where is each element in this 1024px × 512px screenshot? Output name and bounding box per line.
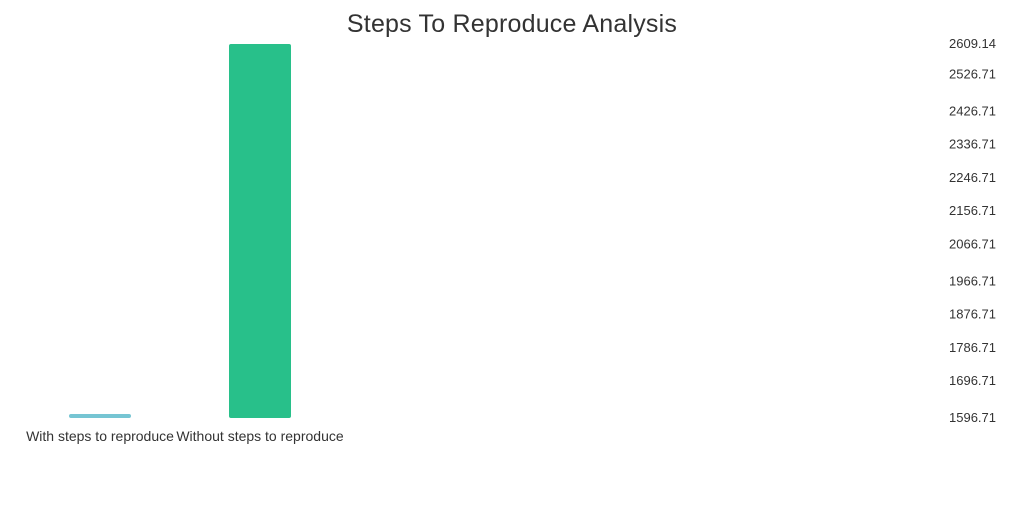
y-tick-label: 2156.71 [949, 203, 996, 218]
chart-title: Steps To Reproduce Analysis [346, 10, 678, 38]
bar-with-steps [69, 414, 131, 418]
y-axis-tick-labels: 1596.71 1696.71 1786.71 1876.71 1966.71 2066.… [949, 36, 996, 425]
y-tick-label: 2526.71 [949, 66, 996, 81]
y-tick-label: 2609.14 [949, 36, 996, 51]
y-tick-label: 2426.71 [949, 103, 996, 118]
y-tick-label: 2066.71 [949, 236, 996, 251]
bar-without-steps [229, 44, 291, 418]
y-tick-label: 1876.71 [949, 307, 996, 322]
y-tick-label: 2246.71 [949, 170, 996, 185]
bars-group [69, 44, 291, 418]
y-tick-label: 1596.71 [949, 410, 996, 425]
y-tick-label: 1696.71 [949, 373, 996, 388]
y-tick-label: 2336.71 [949, 137, 996, 152]
y-tick-label: 1786.71 [949, 340, 996, 355]
category-label-with-steps: With steps to reproduce [26, 428, 174, 444]
y-tick-label: 1966.71 [949, 273, 996, 288]
category-label-without-steps: Without steps to reproduce [176, 428, 344, 444]
